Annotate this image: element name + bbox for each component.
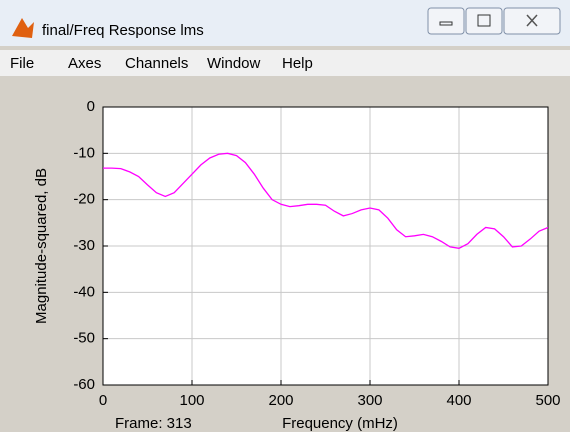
- x-tick-label: 100: [179, 392, 204, 409]
- x-tick-label: 0: [99, 392, 107, 409]
- x-axis-label: Frequency (mHz): [282, 415, 398, 432]
- status-text: Frame: 313: [115, 415, 192, 432]
- x-tick-label: 400: [446, 392, 471, 409]
- y-tick-label: 0: [87, 98, 95, 115]
- plot-frame: [102, 106, 549, 386]
- window-title: final/Freq Response lms: [42, 22, 204, 39]
- menu-item[interactable]: File: [10, 55, 34, 72]
- y-tick-label: -10: [73, 144, 95, 161]
- menu-item[interactable]: Window: [207, 55, 261, 72]
- y-tick-label: -20: [73, 191, 95, 208]
- y-axis-label: Magnitude-squared, dB: [33, 168, 50, 324]
- close-icon: [526, 14, 538, 27]
- minimize-button[interactable]: [427, 7, 465, 35]
- x-tick-label: 200: [268, 392, 293, 409]
- menu-bar: [0, 50, 570, 76]
- menu: File Axes Channels Window Help: [10, 55, 313, 72]
- menu-item[interactable]: Axes: [68, 55, 101, 72]
- minimize-icon: [439, 21, 453, 26]
- menu-item[interactable]: Channels: [125, 55, 188, 72]
- x-tick-label: 300: [357, 392, 382, 409]
- y-tick-label: -40: [73, 283, 95, 300]
- x-tick-label: 500: [535, 392, 560, 409]
- app-icon: [12, 18, 34, 38]
- maximize-button[interactable]: [465, 7, 503, 35]
- y-tick-label: -60: [73, 376, 95, 393]
- data-line: [103, 152, 549, 249]
- maximize-icon: [477, 14, 491, 27]
- y-tick-label: -50: [73, 330, 95, 347]
- y-tick-label: -30: [73, 237, 95, 254]
- menu-item[interactable]: Help: [282, 55, 313, 72]
